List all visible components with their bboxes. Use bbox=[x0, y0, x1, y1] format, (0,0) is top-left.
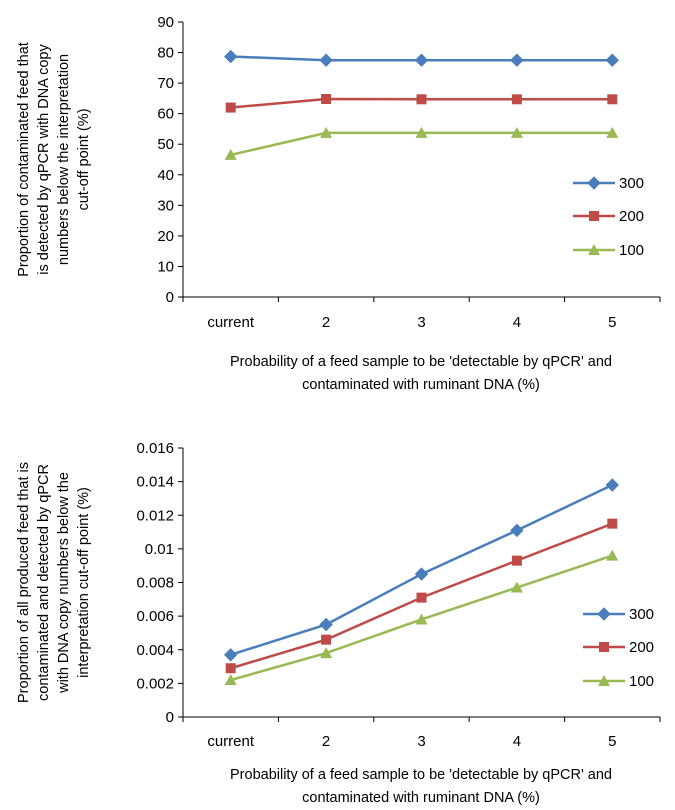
y-tick-label: 10 bbox=[157, 258, 174, 275]
y-tick-label: 0.006 bbox=[136, 608, 174, 625]
y-axis-title-line: Proportion of all produced feed that is bbox=[16, 462, 32, 703]
y-tick-label: 60 bbox=[157, 106, 174, 123]
data-point-200 bbox=[416, 592, 427, 603]
data-point-300 bbox=[319, 617, 333, 632]
y-tick-label: 30 bbox=[157, 197, 174, 214]
legend-marker-200 bbox=[589, 211, 599, 221]
legend-marker-100 bbox=[598, 675, 610, 686]
data-point-100 bbox=[320, 647, 333, 659]
y-axis-title-line: cut-off point (%) bbox=[76, 108, 92, 210]
y-axis-title-line: numbers below the interpretation bbox=[56, 54, 72, 265]
legend-marker-100 bbox=[588, 244, 600, 255]
x-tick-label: current bbox=[207, 314, 255, 331]
y-tick-label: 40 bbox=[157, 167, 174, 184]
y-tick-label: 20 bbox=[157, 228, 174, 245]
x-tick-label: current bbox=[207, 733, 255, 750]
chart-top: 0 10 20 30 40 50 60 70 80 90 current 2 3 4 5 Proportion… bbox=[16, 14, 661, 393]
data-point-100 bbox=[510, 126, 523, 138]
y-tick-label: 50 bbox=[157, 136, 174, 153]
y-tick-label: 70 bbox=[157, 75, 174, 92]
legend-label: 300 bbox=[629, 606, 654, 623]
x-tick-label: 5 bbox=[608, 733, 616, 750]
y-tick-label: 0 bbox=[166, 709, 174, 726]
data-point-300 bbox=[414, 53, 429, 67]
y-tick-label: 80 bbox=[157, 45, 174, 62]
x-axis-title-line: Probability of a feed sample to be 'dete… bbox=[230, 767, 612, 783]
y-tick-label: 0.016 bbox=[136, 440, 174, 457]
chart-bottom: 0 0.002 0.004 0.006 0.008 0.01 0.012 0.014 0.016… bbox=[16, 440, 661, 806]
legend-label: 100 bbox=[629, 673, 654, 690]
data-point-200 bbox=[511, 555, 522, 566]
data-point-200 bbox=[321, 94, 332, 104]
x-tick-label: 4 bbox=[513, 314, 521, 331]
x-tick-label: 5 bbox=[608, 314, 616, 331]
x-tick-label: 2 bbox=[322, 314, 330, 331]
y-tick-label: 0.004 bbox=[136, 642, 174, 659]
data-point-300 bbox=[414, 567, 429, 581]
legend-marker-300 bbox=[587, 176, 601, 190]
data-point-100 bbox=[510, 581, 523, 593]
data-point-200 bbox=[607, 518, 618, 529]
y-tick-label: 0 bbox=[166, 289, 174, 306]
y-axis-title-line: with DNA copy numbers below the bbox=[56, 472, 72, 694]
data-point-300 bbox=[223, 648, 238, 662]
data-point-300 bbox=[510, 523, 524, 538]
data-point-100 bbox=[415, 126, 428, 138]
data-point-300 bbox=[605, 478, 620, 492]
data-point-100 bbox=[606, 549, 619, 561]
y-tick-label: 0.012 bbox=[136, 507, 174, 524]
x-axis-title-line: contaminated with ruminant DNA (%) bbox=[302, 377, 540, 393]
data-point-200 bbox=[607, 94, 618, 105]
legend-label: 300 bbox=[619, 175, 644, 192]
y-axis-title-line: interpretation cut-off point (%) bbox=[76, 487, 92, 678]
y-tick-label: 0.002 bbox=[136, 675, 174, 692]
legend-label: 200 bbox=[619, 208, 644, 225]
y-axis-title-line: contaminated and detected by qPCR bbox=[36, 464, 52, 701]
data-point-200 bbox=[511, 94, 522, 105]
y-tick-label: 0.014 bbox=[136, 474, 174, 491]
data-point-100 bbox=[606, 126, 619, 138]
x-tick-label: 3 bbox=[417, 733, 425, 750]
data-point-100 bbox=[224, 674, 237, 686]
y-tick-label: 90 bbox=[157, 14, 174, 31]
data-point-100 bbox=[224, 148, 237, 160]
data-point-200 bbox=[225, 663, 236, 674]
data-point-100 bbox=[415, 613, 428, 625]
data-point-200 bbox=[321, 634, 332, 645]
legend-label: 100 bbox=[619, 242, 644, 259]
y-tick-label: 0.008 bbox=[136, 575, 174, 592]
x-tick-label: 3 bbox=[417, 314, 425, 331]
y-axis-title-line: is detected by qPCR with DNA copy bbox=[36, 44, 52, 275]
data-point-300 bbox=[319, 53, 333, 67]
x-tick-label: 4 bbox=[513, 733, 521, 750]
data-point-200 bbox=[416, 94, 427, 105]
x-tick-label: 2 bbox=[322, 733, 330, 750]
data-point-200 bbox=[225, 102, 236, 113]
y-tick-label: 0.01 bbox=[145, 541, 174, 558]
legend-label: 200 bbox=[629, 639, 654, 656]
y-axis-title-line: Proportion of contaminated feed that bbox=[16, 42, 32, 277]
legend-marker-200 bbox=[599, 642, 609, 652]
data-point-100 bbox=[320, 126, 333, 138]
x-axis-title-line: Probability of a feed sample to be 'dete… bbox=[230, 354, 612, 370]
x-axis-title-line: contaminated with ruminant DNA (%) bbox=[302, 790, 540, 806]
legend-marker-300 bbox=[597, 607, 611, 621]
data-point-300 bbox=[605, 53, 620, 67]
data-point-300 bbox=[510, 53, 524, 67]
data-point-300 bbox=[223, 49, 238, 64]
